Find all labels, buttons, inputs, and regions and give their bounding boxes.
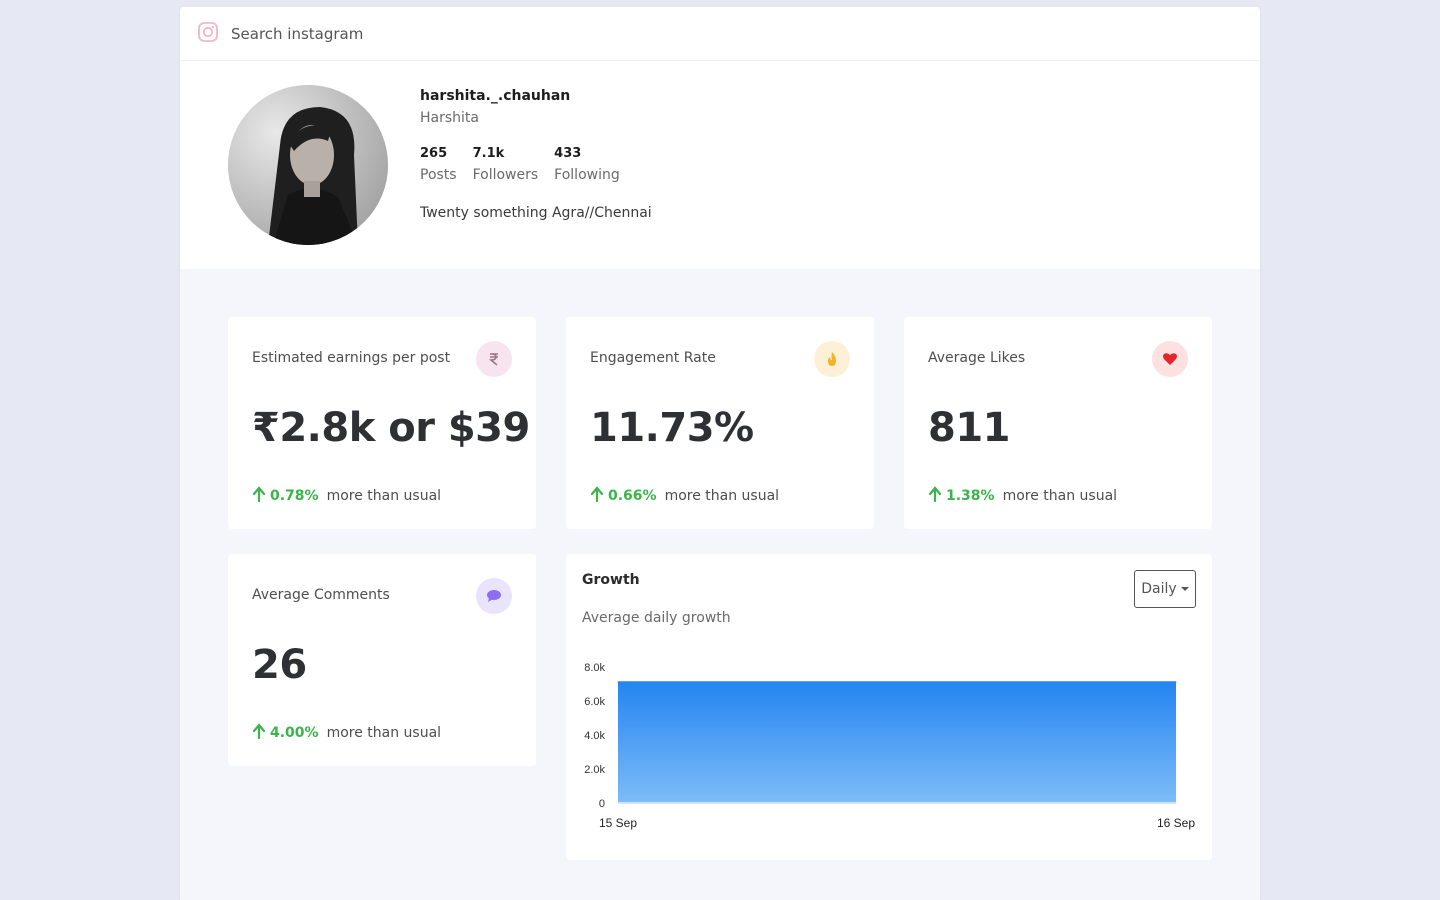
instagram-icon — [197, 21, 219, 47]
card-title: Average Comments — [252, 587, 390, 603]
y-tick-label: 2.0k — [584, 764, 605, 776]
y-tick-label: 8.0k — [584, 662, 605, 674]
trend-percent: 0.66% — [608, 488, 657, 504]
engagement-card: Engagement Rate 11.73% 0.66% more than u… — [566, 317, 874, 529]
card-value: ₹2.8k or $39 — [252, 405, 530, 451]
growth-subtitle: Average daily growth — [582, 610, 731, 626]
data-point[interactable] — [1175, 681, 1177, 683]
rupee-icon — [476, 341, 512, 377]
caret-down-icon — [1180, 587, 1189, 591]
profile-section: harshita._.chauhan Harshita 265 Posts 7.… — [180, 61, 1260, 269]
profile-info: harshita._.chauhan Harshita 265 Posts 7.… — [420, 88, 652, 221]
profile-username: harshita._.chauhan — [420, 88, 571, 104]
chat-icon — [476, 578, 512, 614]
growth-area — [618, 682, 1176, 803]
card-value: 26 — [252, 642, 307, 688]
card-value: 11.73% — [590, 405, 754, 451]
dropdown-label: Daily — [1141, 581, 1177, 597]
trend-text: more than usual — [326, 488, 442, 504]
x-tick-label: 16 Sep — [1157, 816, 1195, 830]
data-point[interactable] — [617, 681, 619, 683]
flame-icon — [814, 341, 850, 377]
comments-card: Average Comments 26 4.00% more than usua… — [228, 554, 536, 766]
trend-percent: 1.38% — [946, 488, 995, 504]
y-tick-label: 0 — [599, 798, 605, 810]
trend-text: more than usual — [664, 488, 780, 504]
arrow-up-icon — [252, 723, 266, 743]
search-bar — [180, 7, 1260, 61]
period-dropdown[interactable]: Daily — [1134, 570, 1196, 608]
arrow-up-icon — [928, 486, 942, 506]
card-title: Engagement Rate — [590, 350, 716, 366]
stat-label: Following — [554, 167, 620, 183]
likes-card: Average Likes 811 1.38% more than usual — [904, 317, 1212, 529]
trend-percent: 0.78% — [270, 488, 319, 504]
profile-full-name: Harshita — [420, 110, 479, 126]
card-trend: 4.00% more than usual — [252, 723, 441, 743]
card-trend: 0.78% more than usual — [252, 486, 441, 506]
card-trend: 1.38% more than usual — [928, 486, 1117, 506]
growth-card: Growth Average daily growth Daily 0 2.0k 4… — [566, 554, 1212, 860]
stat-posts[interactable]: 265 Posts — [420, 146, 457, 183]
card-title: Average Likes — [928, 350, 1026, 366]
earnings-card: Estimated earnings per post ₹2.8k or $39… — [228, 317, 536, 529]
stat-value: 265 — [420, 146, 448, 161]
profile-stats: 265 Posts 7.1k Followers 433 Following — [420, 146, 652, 183]
app-window: harshita._.chauhan Harshita 265 Posts 7.… — [180, 7, 1260, 900]
trend-text: more than usual — [1002, 488, 1118, 504]
x-tick-label: 15 Sep — [599, 816, 637, 830]
search-input[interactable] — [231, 24, 631, 43]
arrow-up-icon — [252, 486, 266, 506]
stat-following[interactable]: 433 Following — [554, 146, 620, 183]
growth-chart: 0 2.0k 4.0k 6.0k 8.0k 15 Sep 16 Sep — [584, 662, 1195, 830]
y-tick-label: 6.0k — [584, 696, 605, 708]
card-value: 811 — [928, 405, 1011, 451]
growth-title: Growth — [582, 572, 640, 588]
stat-value: 433 — [554, 146, 582, 161]
stat-followers[interactable]: 7.1k Followers — [473, 146, 539, 183]
trend-percent: 4.00% — [270, 725, 319, 741]
profile-bio: Twenty something Agra//Chennai — [420, 205, 652, 221]
arrow-up-icon — [590, 486, 604, 506]
stat-label: Followers — [472, 167, 539, 183]
stat-label: Posts — [420, 167, 457, 183]
card-title: Estimated earnings per post — [252, 350, 451, 366]
avatar[interactable] — [228, 85, 388, 245]
stat-value: 7.1k — [472, 146, 505, 161]
card-trend: 0.66% more than usual — [590, 486, 779, 506]
heart-icon — [1152, 341, 1188, 377]
y-tick-label: 4.0k — [584, 730, 605, 742]
trend-text: more than usual — [326, 725, 442, 741]
